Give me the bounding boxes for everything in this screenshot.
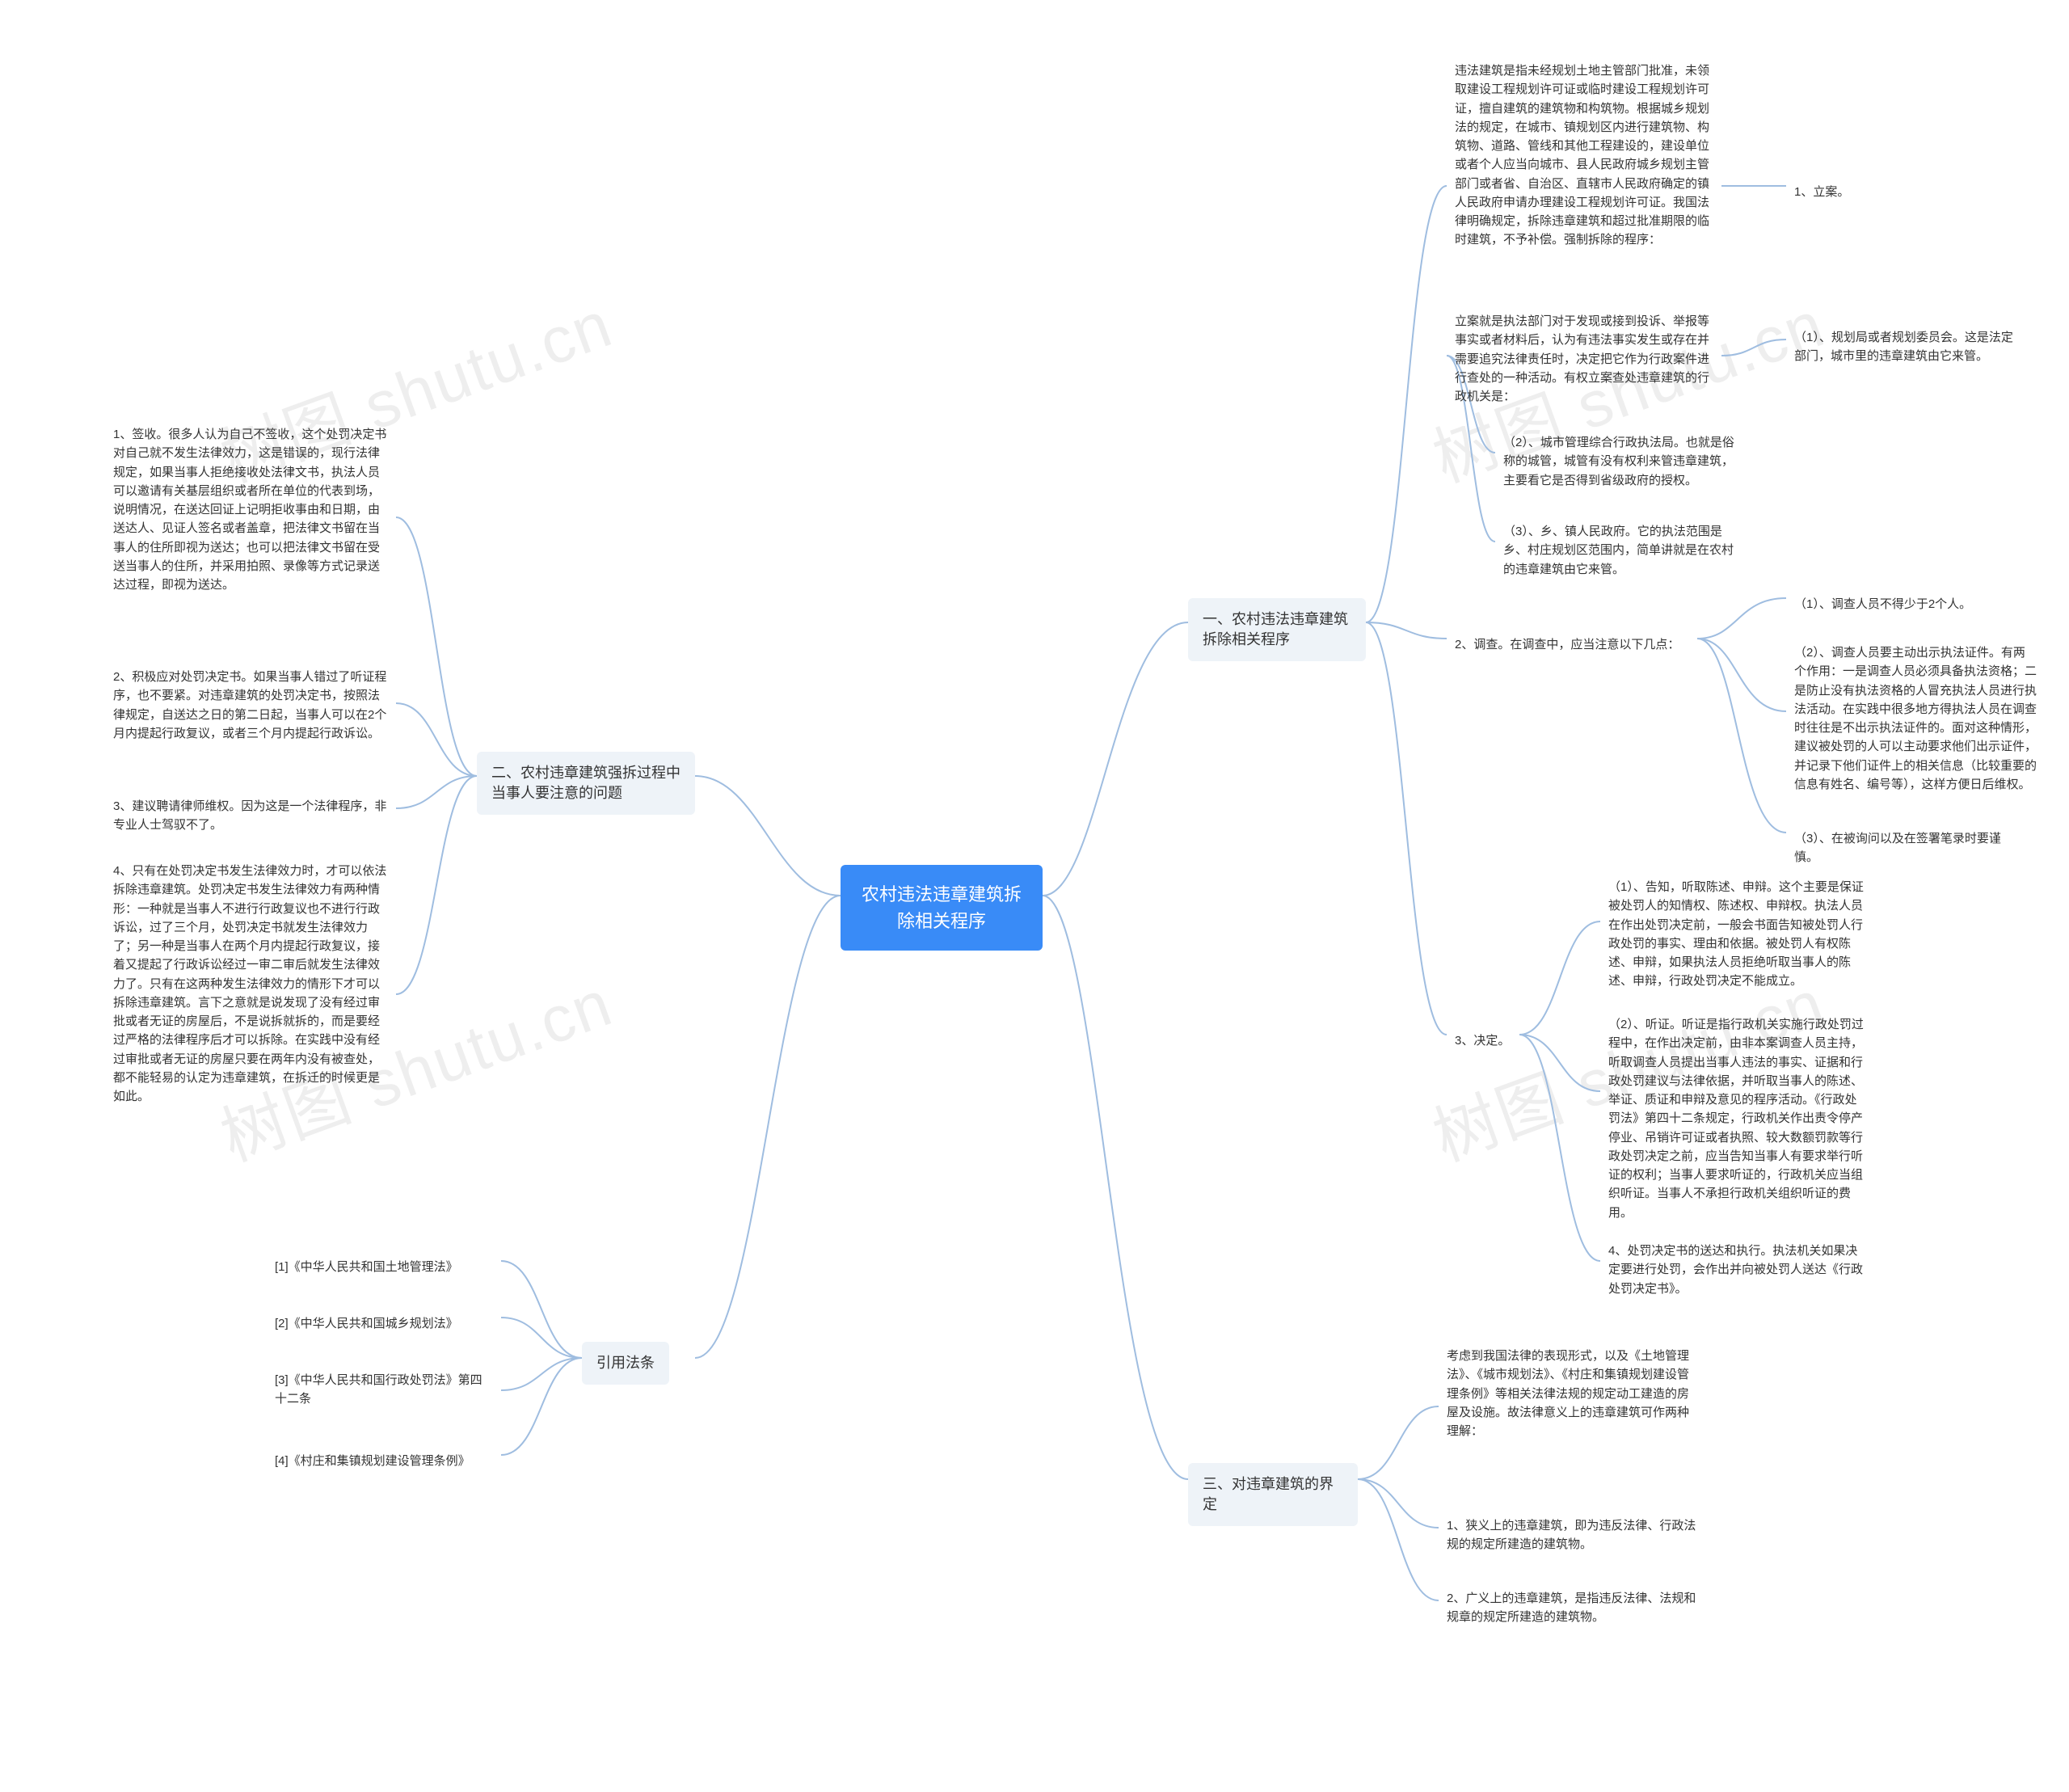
branch-section1: 一、农村违法违章建筑拆除相关程序 [1188,598,1366,661]
leaf-n1-label: 1、立案。 [1786,178,1857,206]
leaf-s2-d: 4、只有在处罚决定书发生法律效力时，才可以依法拆除违章建筑。处罚决定书发生法律效… [105,857,396,1111]
leaf-n2-b: （2）、调查人员要主动出示执法证件。有两个作用：一是调查人员必须具备执法资格；二… [1786,639,2045,799]
leaf-s3-b: 2、广义上的违章建筑，是指违反法律、法规和规章的规定所建造的建筑物。 [1439,1584,1705,1632]
branch-refs: 引用法条 [582,1342,669,1385]
leaf-n3-a: （1）、告知，听取陈述、申辩。这个主要是保证被处罚人的知情权、陈述权、申辩权。执… [1600,873,1875,996]
leaf-n2-label: 2、调查。在调查中，应当注意以下几点： [1447,630,1697,659]
leaf-n1-a: （1）、规划局或者规划委员会。这是法定部门，城市里的违章建筑由它来管。 [1786,323,2029,371]
leaf-s3-intro: 考虑到我国法律的表现形式，以及《土地管理法》、《城市规划法》、《村庄和集镇规划建… [1439,1342,1705,1445]
leaf-n3-b: （2）、听证。听证是指行政机关实施行政处罚过程中，在作出决定前，由非本案调查人员… [1600,1010,1875,1227]
leaf-n2-c: （3）、在被询问以及在签署笔录时要谨慎。 [1786,824,2029,872]
branch-section3: 三、对违章建筑的界定 [1188,1463,1358,1526]
leaf-ref-3: [3]《中华人民共和国行政处罚法》第四十二条 [267,1366,501,1414]
leaf-ref-2: [2]《中华人民共和国城乡规划法》 [267,1309,501,1338]
branch-section2: 二、农村违章建筑强拆过程中当事人要注意的问题 [477,752,695,815]
leaf-n2-a: （1）、调查人员不得少于2个人。 [1786,590,2029,618]
leaf-n1-intro: 违法建筑是指未经规划土地主管部门批准，未领取建设工程规划许可证或临时建设工程规划… [1447,57,1721,255]
leaf-n1-c: （3）、乡、镇人民政府。它的执法范围是乡、村庄规划区范围内，简单讲就是在农村的违… [1495,517,1746,584]
leaf-ref-1: [1]《中华人民共和国土地管理法》 [267,1253,501,1281]
leaf-s3-a: 1、狭义上的违章建筑，即为违反法律、行政法规的规定所建造的建筑物。 [1439,1512,1705,1559]
leaf-s2-c: 3、建议聘请律师维权。因为这是一个法律程序，非专业人士驾驭不了。 [105,792,396,840]
leaf-ref-4: [4]《村庄和集镇规划建设管理条例》 [267,1447,501,1475]
leaf-s2-a: 1、签收。很多人认为自己不签收，这个处罚决定书对自己就不发生法律效力，这是错误的… [105,420,396,599]
leaf-n1-subintro: 立案就是执法部门对于发现或接到投诉、举报等事实或者材料后，认为有违法事实发生或存… [1447,307,1721,411]
leaf-n3-label: 3、决定。 [1447,1027,1518,1055]
leaf-n1-b: （2）、城市管理综合行政执法局。也就是俗称的城管，城管有没有权利来管违章建筑，主… [1495,428,1746,495]
leaf-s2-b: 2、积极应对处罚决定书。如果当事人错过了听证程序，也不要紧。对违章建筑的处罚决定… [105,663,396,748]
root-node: 农村违法违章建筑拆除相关程序 [841,865,1043,951]
leaf-n3-c: 4、处罚决定书的送达和执行。执法机关如果决定要进行处罚，会作出并向被处罚人送达《… [1600,1237,1875,1303]
